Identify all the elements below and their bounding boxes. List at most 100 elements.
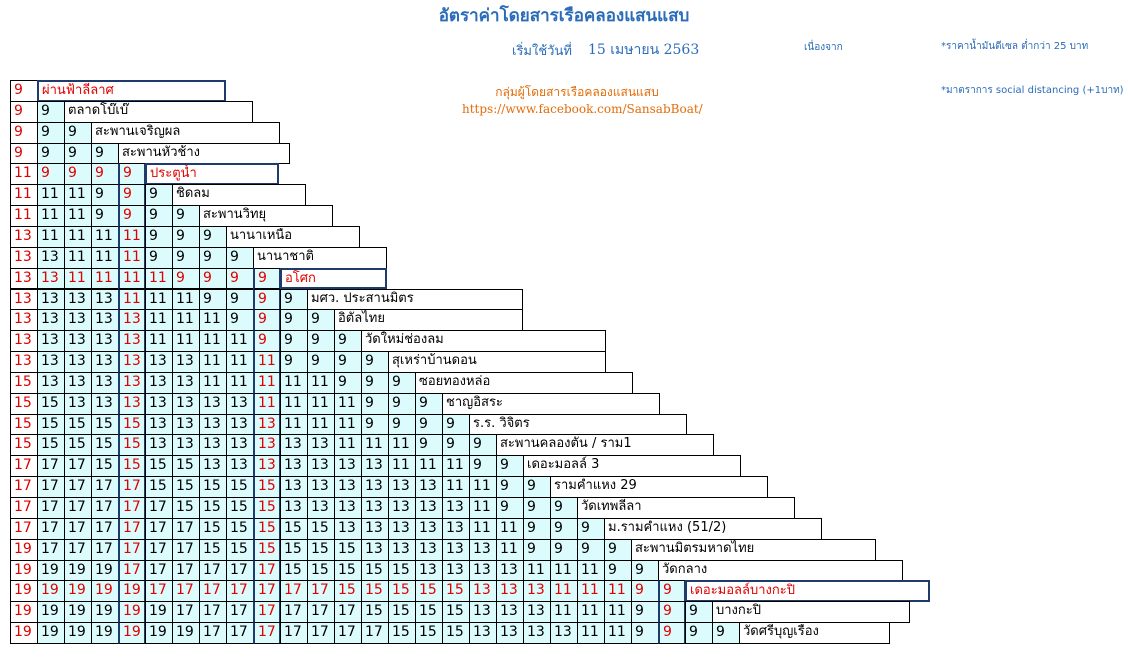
stop-name: เดอะมอลล์ 3: [523, 455, 741, 478]
fare-cell: 9: [361, 371, 389, 394]
fare-cell: 9: [550, 497, 578, 519]
fare-cell: 13: [226, 392, 254, 415]
fare-cell: 11: [388, 434, 416, 457]
fare-cell: 15: [64, 413, 92, 436]
fare-cell: 13: [361, 476, 389, 498]
fare-cell: 11: [334, 392, 362, 415]
fare-cell: 9: [37, 142, 65, 165]
fare-cell: 9: [631, 601, 659, 624]
fare-cell: 11: [361, 434, 389, 457]
fare-cell: 19: [64, 559, 92, 582]
fare-cell: 9: [118, 163, 146, 186]
fare-cell: 11: [64, 205, 92, 227]
fare-cell: 9: [361, 392, 389, 415]
fare-cell: 17: [91, 538, 119, 561]
fare-cell: 15: [10, 371, 38, 394]
fare-cell: 13: [442, 538, 470, 561]
fare-cell: 11: [37, 225, 65, 248]
fare-cell: 9: [226, 246, 254, 269]
fare-cell: 13: [523, 601, 551, 624]
fare-cell: 13: [118, 351, 146, 373]
fare-cell: 9: [550, 538, 578, 561]
fare-cell: 13: [37, 246, 65, 269]
fare-cell: 17: [118, 476, 146, 498]
fare-cell: 17: [307, 622, 335, 644]
fare-cell: 15: [253, 517, 281, 540]
fare-cell: 13: [280, 497, 308, 519]
fare-cell: 15: [253, 538, 281, 561]
fare-cell: 11: [226, 330, 254, 353]
fare-cell: 9: [307, 330, 335, 353]
fare-cell: 17: [172, 601, 200, 624]
fare-cell: 15: [388, 622, 416, 644]
fare-cell: 9: [145, 246, 173, 269]
fare-cell: 11: [118, 267, 146, 290]
fare-cell: 13: [172, 371, 200, 394]
fare-cell: 13: [523, 622, 551, 644]
fare-cell: 13: [64, 392, 92, 415]
stop-name: สะพานวิทยุ: [199, 205, 333, 227]
fare-cell: 11: [226, 351, 254, 373]
fare-cell: 13: [496, 580, 524, 603]
fare-cell: 19: [91, 622, 119, 644]
fare-cell: 9: [577, 517, 605, 540]
fare-cell: 13: [64, 330, 92, 353]
fare-cell: 13: [10, 309, 38, 332]
fare-cell: 9: [523, 476, 551, 498]
fare-cell: 13: [496, 622, 524, 644]
fare-cell: 11: [604, 580, 632, 603]
fare-cell: 13: [64, 288, 92, 311]
fare-cell: 13: [334, 517, 362, 540]
fare-cell: 17: [64, 538, 92, 561]
fare-cell: 11: [253, 351, 281, 373]
fare-cell: 9: [658, 622, 686, 644]
fare-cell: 17: [172, 580, 200, 603]
fare-cell: 9: [442, 434, 470, 457]
fare-cell: 13: [37, 351, 65, 373]
fare-cell: 9: [658, 580, 686, 603]
fare-cell: 17: [226, 580, 254, 603]
fare-cell: 13: [37, 330, 65, 353]
fare-cell: 13: [10, 246, 38, 269]
fare-cell: 13: [550, 622, 578, 644]
stop-name: ชิดลม: [172, 184, 306, 207]
fare-cell: 13: [91, 351, 119, 373]
fare-cell: 13: [10, 267, 38, 290]
fare-cell: 13: [37, 288, 65, 311]
fare-cell: 19: [37, 559, 65, 582]
fare-cell: 9: [685, 601, 713, 624]
facebook-link[interactable]: https://www.facebook.com/SansabBoat/: [462, 102, 703, 116]
fare-cell: 11: [226, 371, 254, 394]
fare-cell: 15: [10, 392, 38, 415]
fare-cell: 17: [280, 601, 308, 624]
fare-cell: 13: [91, 371, 119, 394]
fare-cell: 13: [172, 434, 200, 457]
fare-cell: 15: [199, 476, 227, 498]
fare-cell: 15: [64, 434, 92, 457]
fare-cell: 13: [496, 559, 524, 582]
fare-cell: 9: [388, 413, 416, 436]
fare-cell: 13: [199, 434, 227, 457]
fare-cell: 9: [253, 330, 281, 353]
fare-cell: 17: [37, 517, 65, 540]
fare-cell: 11: [577, 601, 605, 624]
stop-name: สะพานหัวช้าง: [118, 142, 290, 165]
fare-cell: 15: [253, 497, 281, 519]
fare-cell: 17: [118, 497, 146, 519]
stop-name: วัดศรีบุญเรือง: [739, 622, 890, 644]
fare-cell: 9: [496, 476, 524, 498]
fare-cell: 11: [604, 622, 632, 644]
fare-cell: 9: [253, 288, 281, 311]
fare-cell: 17: [145, 580, 173, 603]
fare-cell: 11: [118, 246, 146, 269]
fare-cell: 13: [388, 517, 416, 540]
fare-cell: 19: [64, 622, 92, 644]
fare-cell: 13: [226, 434, 254, 457]
start-date-value: 15 เมษายน 2563: [588, 42, 700, 58]
fare-cell: 13: [307, 497, 335, 519]
fare-cell: 19: [10, 580, 38, 603]
fare-cell: 17: [253, 580, 281, 603]
fare-cell: 17: [145, 538, 173, 561]
fare-cell: 11: [577, 580, 605, 603]
fare-cell: 13: [469, 601, 497, 624]
